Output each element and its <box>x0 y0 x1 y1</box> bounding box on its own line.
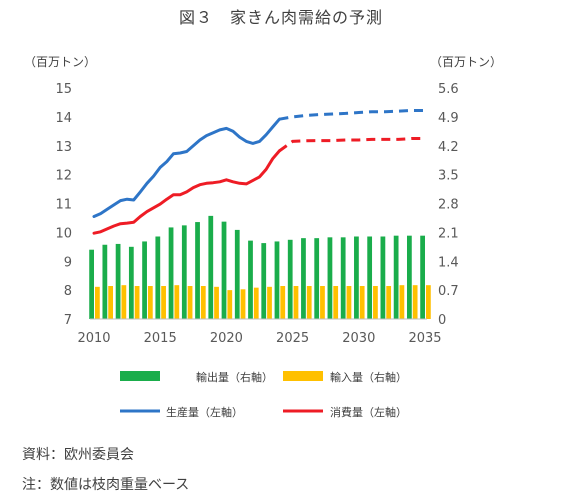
consumption-line-projection <box>278 137 425 153</box>
right-axis-unit: （百万トン） <box>430 55 502 69</box>
export-bar <box>393 235 399 319</box>
legend: 輸出量（右軸） 輸入量（右軸） 生産量（左軸） 消費量（左軸） <box>120 370 407 419</box>
import-bar <box>227 290 233 319</box>
import-bar <box>187 286 193 319</box>
bars-layer <box>89 215 431 319</box>
import-bar <box>214 286 219 319</box>
x-tick-label: 2025 <box>276 331 309 346</box>
export-bar <box>380 236 386 319</box>
legend-production-label: 生産量（左軸） <box>166 405 243 419</box>
right-tick-label: 0 <box>438 313 446 328</box>
lines-layer <box>92 109 425 235</box>
right-tick-label: 5.6 <box>438 82 459 97</box>
import-bar <box>293 286 299 319</box>
right-tick-label: 0.7 <box>438 284 459 299</box>
import-bar <box>147 286 153 319</box>
export-bar <box>261 243 267 319</box>
import-bar <box>200 286 206 319</box>
left-tick-label: 10 <box>55 226 72 241</box>
export-bar <box>208 215 214 319</box>
right-tick-label: 1.4 <box>438 255 459 270</box>
export-bar <box>327 237 333 319</box>
consumption-line-actual <box>92 149 281 235</box>
import-bar <box>121 285 127 319</box>
x-tick-label: 2020 <box>210 331 243 346</box>
left-tick-label: 9 <box>64 255 72 270</box>
import-bar <box>399 285 405 319</box>
export-bar <box>102 244 108 319</box>
import-bar <box>174 285 180 319</box>
import-bar <box>320 286 325 319</box>
export-bar <box>340 237 346 319</box>
export-bar <box>406 235 412 319</box>
production-line-actual <box>92 117 281 218</box>
right-tick-label: 2.1 <box>438 226 459 241</box>
legend-imports-label: 輸入量（右軸） <box>330 370 407 384</box>
import-bar <box>373 286 378 319</box>
x-tick-label: 2030 <box>342 331 375 346</box>
export-bar <box>420 235 425 319</box>
export-bar <box>128 246 134 319</box>
export-bar <box>155 236 161 319</box>
export-bar <box>221 221 227 319</box>
left-tick-label: 14 <box>55 111 72 126</box>
right-axis-tick-labels: 0 0.7 1.4 2.1 2.8 3.5 4.2 4.9 5.6 <box>438 82 459 328</box>
left-axis-unit: （百万トン） <box>24 55 96 69</box>
left-tick-label: 15 <box>55 82 72 97</box>
export-bar <box>142 241 147 319</box>
x-tick-label: 2015 <box>144 331 177 346</box>
import-bar <box>412 285 418 319</box>
export-bar <box>248 240 253 319</box>
legend-consumption-label: 消費量（左軸） <box>330 405 407 419</box>
import-bar <box>386 286 392 319</box>
legend-exports-label: 輸出量（右軸） <box>196 370 273 384</box>
chart-title: 図３ 家きん肉需給の予測 <box>178 8 383 27</box>
export-bar <box>195 222 200 319</box>
import-bar <box>253 287 259 319</box>
export-bar <box>234 229 240 319</box>
export-bar <box>181 225 187 319</box>
import-bar <box>359 286 365 319</box>
export-bar <box>354 236 359 319</box>
x-tick-label: 2010 <box>77 331 110 346</box>
import-bar <box>161 286 166 319</box>
import-bar <box>108 286 114 319</box>
left-tick-label: 8 <box>64 284 72 299</box>
import-bar <box>134 286 140 319</box>
import-bar <box>280 286 286 319</box>
import-bar <box>346 286 352 319</box>
export-bar <box>274 241 280 319</box>
left-tick-label: 13 <box>55 140 72 155</box>
left-tick-label: 7 <box>64 313 72 328</box>
import-bar <box>95 286 100 319</box>
export-bar <box>168 227 174 319</box>
source-note: 資料：欧州委員会 <box>22 447 134 463</box>
import-bar <box>306 286 312 319</box>
footnote: 注：数値は枝肉重量ベース <box>22 477 190 493</box>
left-tick-label: 12 <box>55 169 72 184</box>
x-tick-label: 2035 <box>408 331 441 346</box>
import-bar <box>426 285 431 319</box>
export-bar <box>287 239 293 319</box>
legend-exports-swatch <box>120 371 160 381</box>
import-bar <box>333 286 339 319</box>
export-bar <box>115 243 121 319</box>
import-bar <box>240 289 246 319</box>
export-bar <box>89 249 94 319</box>
import-bar <box>267 286 272 319</box>
right-tick-label: 4.9 <box>438 111 459 126</box>
export-bar <box>314 238 320 319</box>
right-tick-label: 4.2 <box>438 140 459 155</box>
export-bar <box>301 238 306 319</box>
production-line-projection <box>279 109 425 121</box>
export-bar <box>367 236 373 319</box>
right-tick-label: 3.5 <box>438 169 459 184</box>
legend-imports-swatch <box>283 371 323 381</box>
left-tick-label: 11 <box>55 198 72 213</box>
right-tick-label: 2.8 <box>438 198 459 213</box>
x-axis-tick-labels: 2010 2015 2020 2025 2030 2035 <box>77 331 441 346</box>
left-axis-tick-labels: 7 8 9 10 11 12 13 14 15 <box>55 82 72 328</box>
